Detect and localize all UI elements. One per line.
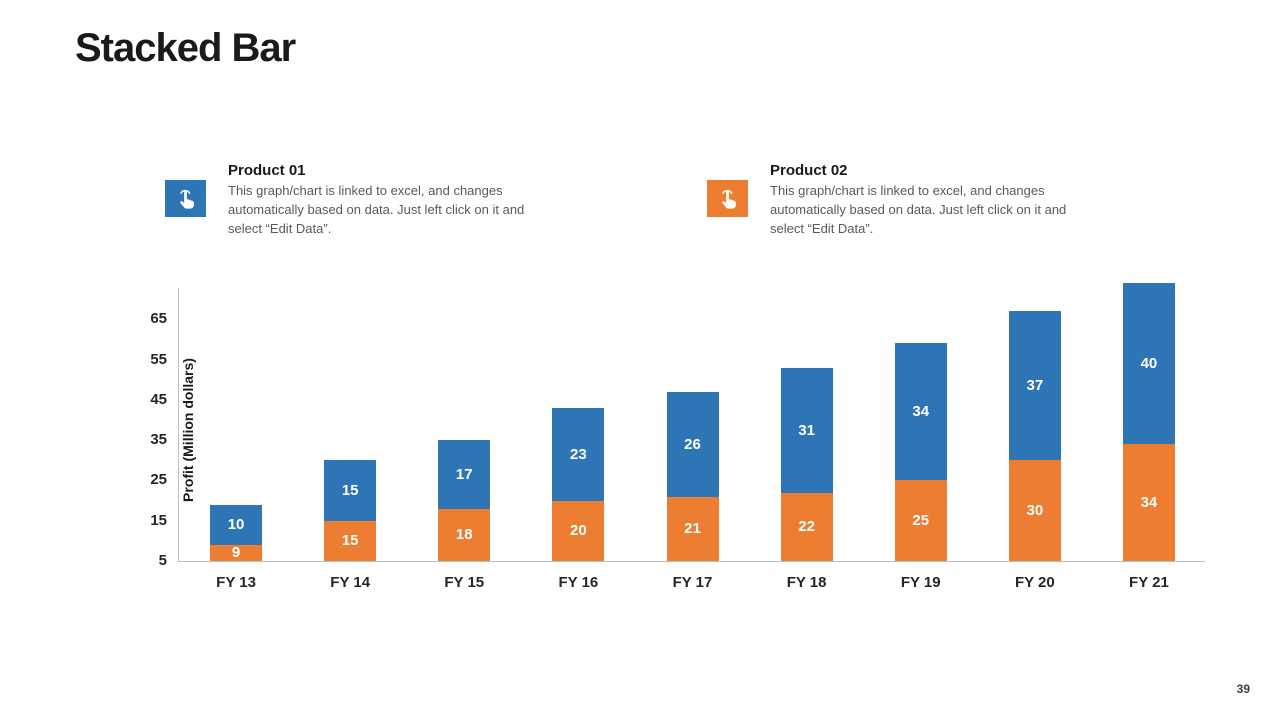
- bar-value-label: 25: [912, 512, 930, 530]
- x-category-label: FY 19: [900, 574, 941, 591]
- y-tick-label: 5: [158, 552, 167, 569]
- x-category-label: FY 20: [1014, 574, 1055, 591]
- bar-value-label: 21: [684, 520, 701, 538]
- page-title: Stacked Bar: [75, 26, 296, 70]
- x-category-label: FY 13: [216, 574, 256, 591]
- x-category-label: FY 17: [672, 574, 713, 591]
- x-category-label: FY 14: [330, 574, 371, 591]
- page-number: 39: [1236, 682, 1250, 696]
- click-hand-icon: [707, 180, 748, 217]
- stacked-bar-chart[interactable]: 5 15 25 35 45 55 65 FY 13 9 10 FY 14 15 15 FY 15 18 17 F…: [150, 282, 1205, 591]
- bar-value-label: 34: [912, 403, 930, 421]
- bar-value-label: 17: [455, 465, 473, 483]
- bar-segment-product-02: 25: [894, 480, 947, 561]
- bar-segment-product-02: 30: [1008, 460, 1061, 561]
- y-tick-label: 65: [150, 310, 167, 328]
- stacked-bar: 18 17: [438, 440, 491, 561]
- stacked-bar: 20 23: [552, 407, 605, 561]
- bar-value-label: 20: [570, 522, 587, 540]
- stacked-bar: 21 26: [666, 391, 719, 561]
- legend-title: Product 01: [228, 162, 306, 179]
- stacked-bar: 30 37: [1008, 311, 1061, 561]
- bar-segment-product-01: 37: [1008, 311, 1061, 461]
- bar-value-label: 31: [798, 421, 815, 439]
- bar-value-label: 40: [1140, 355, 1158, 373]
- bar-segment-product-01: 31: [780, 367, 833, 493]
- y-tick-label: 25: [150, 471, 167, 489]
- y-tick-label: 15: [150, 511, 167, 529]
- x-category-label: FY 21: [1129, 574, 1169, 591]
- bar-segment-product-02: 15: [324, 520, 377, 561]
- legend-text-block: Product 02 This graph/chart is linked to…: [770, 162, 1082, 239]
- bar-value-label: 30: [1026, 502, 1044, 520]
- click-hand-icon-glyph: [721, 189, 736, 209]
- bar-segment-product-01: 17: [438, 440, 491, 509]
- bar-value-label: 15: [341, 482, 359, 499]
- bar-segment-product-01: 23: [552, 407, 605, 501]
- bar-segment-product-02: 34: [1122, 444, 1175, 561]
- bar-value-label: 18: [455, 526, 473, 544]
- bar-value-label: 15: [341, 532, 359, 550]
- click-hand-icon: [165, 180, 206, 217]
- bar-value-label: 34: [1140, 494, 1158, 512]
- stacked-bar: 15 15: [324, 460, 377, 561]
- legend-description: This graph/chart is linked to excel, and…: [228, 183, 525, 236]
- bar-segment-product-02: 9: [210, 544, 263, 562]
- bar-segment-product-02: 20: [552, 500, 605, 561]
- bar-segment-product-01: 15: [324, 460, 377, 521]
- bar-value-label: 9: [231, 544, 241, 562]
- bar-segment-product-01: 34: [894, 343, 947, 481]
- bar-value-label: 26: [684, 435, 701, 453]
- y-tick-label: 45: [150, 390, 167, 408]
- x-category-label: FY 16: [558, 574, 599, 591]
- legend-description: This graph/chart is linked to excel, and…: [770, 183, 1067, 236]
- y-tick-label: 55: [150, 350, 167, 368]
- bar-value-label: 10: [227, 516, 245, 534]
- legend-text-block: Product 01 This graph/chart is linked to…: [228, 162, 540, 239]
- stacked-bar: 25 34: [894, 343, 947, 561]
- bar-segment-product-02: 18: [438, 508, 491, 561]
- bar-segment-product-01: 26: [666, 391, 719, 497]
- legend-title: Product 02: [770, 162, 848, 179]
- stacked-bar: 9 10: [210, 504, 263, 562]
- click-hand-icon-glyph: [179, 189, 194, 209]
- stacked-bar: 22 31: [780, 367, 833, 561]
- x-category-label: FY 18: [786, 574, 827, 591]
- bar-segment-product-02: 21: [666, 496, 719, 561]
- y-tick-label: 35: [150, 431, 167, 449]
- bar-segment-product-01: 10: [210, 504, 263, 545]
- bar-segment-product-01: 40: [1122, 282, 1175, 445]
- x-category-label: FY 15: [444, 574, 485, 591]
- bar-value-label: 22: [798, 518, 815, 536]
- bar-value-label: 23: [570, 445, 587, 463]
- bar-value-label: 37: [1026, 377, 1044, 395]
- bar-segment-product-02: 22: [780, 492, 833, 561]
- stacked-bar: 34 40: [1122, 282, 1175, 561]
